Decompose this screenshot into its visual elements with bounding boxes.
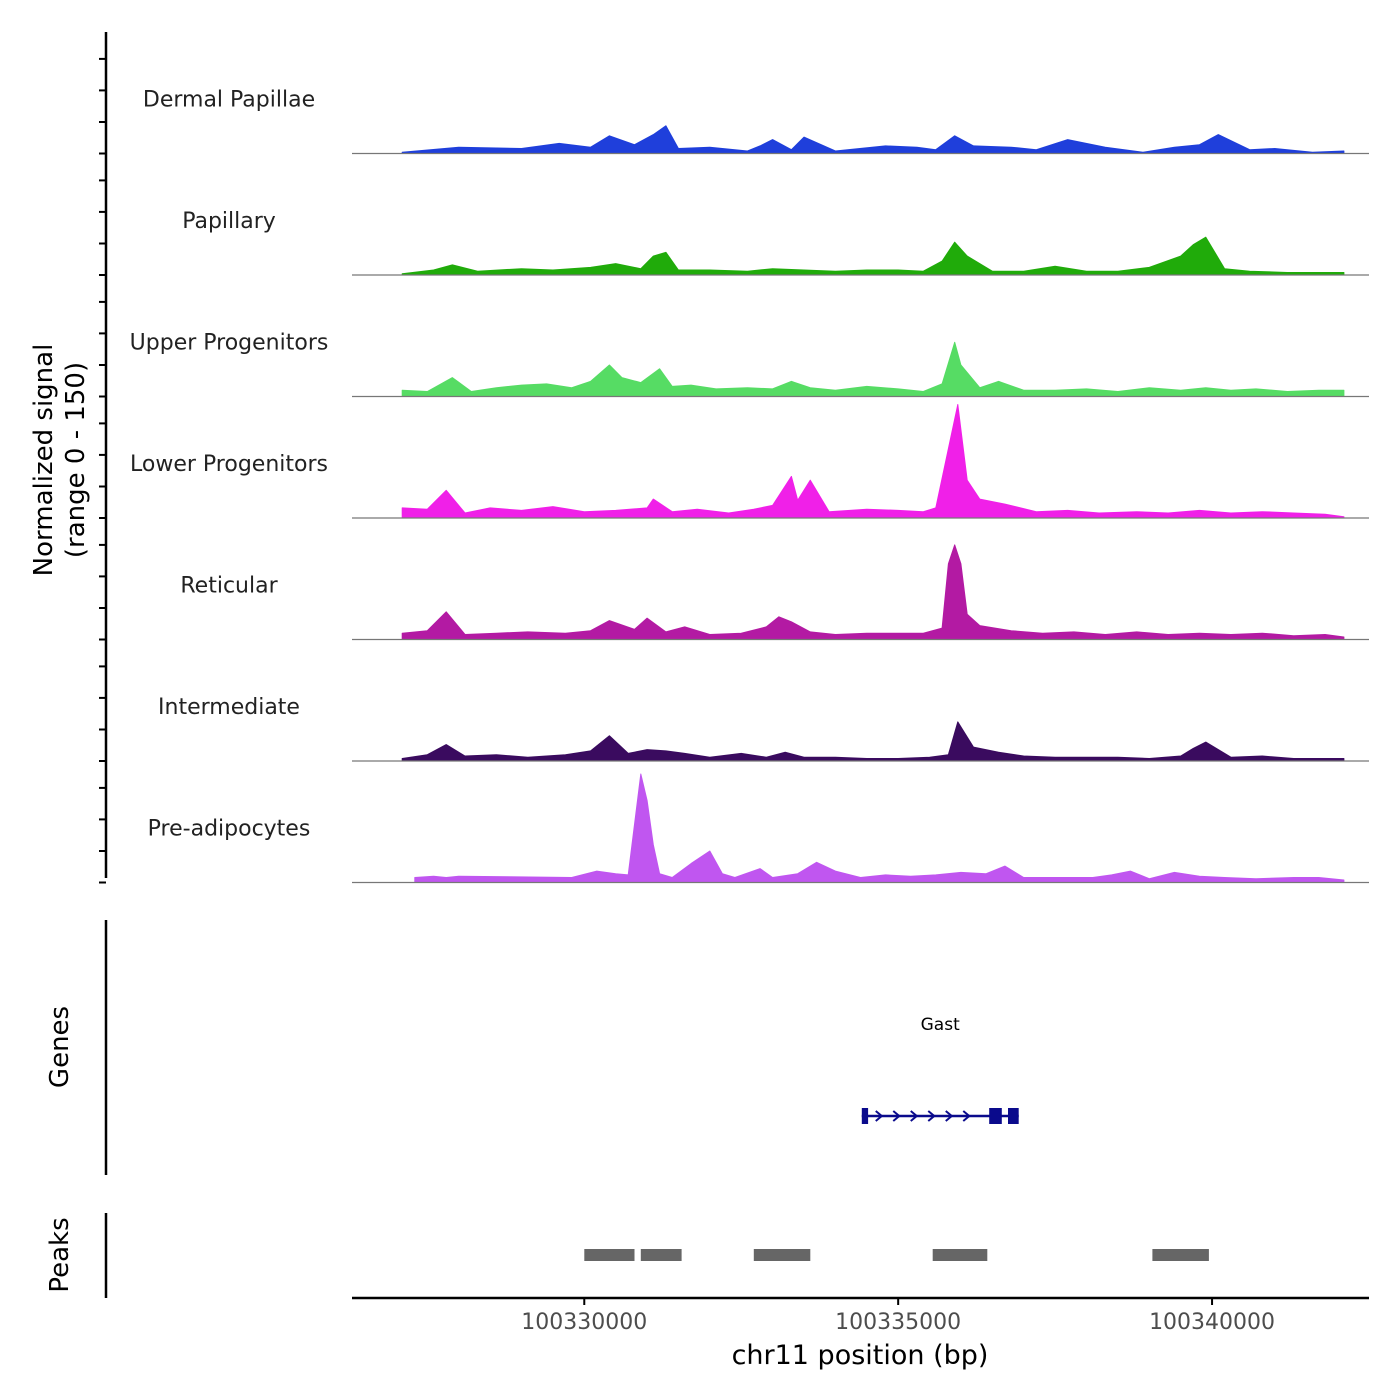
track-dermal-papillae: Dermal Papillae	[143, 88, 1369, 155]
peak-region	[640, 1249, 682, 1261]
strand-arrow	[945, 1110, 954, 1122]
genes-axis-title: Genes	[45, 1006, 75, 1088]
x-tick-label: 100340000	[1149, 1310, 1275, 1335]
x-tick-label: 100335000	[835, 1310, 961, 1335]
peaks-axis-title: Peaks	[45, 1217, 75, 1292]
track-label: Upper Progenitors	[130, 331, 329, 356]
peak-region	[1152, 1249, 1209, 1261]
peak-regions	[584, 1249, 1209, 1261]
signal-area	[401, 404, 1345, 519]
exon	[1008, 1108, 1019, 1124]
peak-region	[584, 1249, 635, 1261]
signal-area	[401, 236, 1345, 276]
strand-arrow	[962, 1110, 971, 1122]
strand-arrow	[910, 1110, 919, 1122]
signal-area	[401, 341, 1345, 397]
x-axis-ticks: 100330000 100335000 100340000	[521, 1298, 1275, 1335]
exon	[989, 1108, 1002, 1124]
peak-region	[753, 1249, 811, 1261]
track-pre-adipocytes: Pre-adipocytes	[148, 773, 1369, 884]
peak-region	[932, 1249, 988, 1261]
strand-arrow	[892, 1110, 901, 1122]
signal-area	[401, 125, 1345, 154]
coverage-y-ticks	[99, 57, 106, 884]
track-upper-progenitors: Upper Progenitors	[130, 331, 1369, 398]
gene-model	[861, 1108, 1019, 1124]
track-label: Lower Progenitors	[130, 452, 328, 477]
x-axis-title: chr11 position (bp)	[732, 1340, 989, 1371]
track-label: Pre-adipocytes	[148, 817, 311, 842]
coverage-y-axis-title: Normalized signal	[29, 344, 59, 577]
track-label: Reticular	[180, 574, 278, 599]
track-papillary: Papillary	[182, 209, 1369, 276]
track-lower-progenitors: Lower Progenitors	[130, 404, 1369, 519]
coverage-y-axis-range: (range 0 - 150)	[61, 362, 91, 558]
exon	[861, 1108, 869, 1124]
x-tick-label: 100330000	[521, 1310, 647, 1335]
gene-label: Gast	[921, 1015, 960, 1035]
genes-panel: Genes Gast	[45, 920, 1019, 1175]
signal-area	[401, 721, 1345, 762]
track-label: Dermal Papillae	[143, 88, 315, 113]
strand-arrow	[875, 1110, 884, 1122]
track-label: Intermediate	[158, 695, 300, 720]
signal-area	[414, 773, 1345, 883]
peaks-panel: Peaks 100330000 100335000 100340000 chr11 …	[45, 1213, 1369, 1371]
track-intermediate: Intermediate	[158, 695, 1369, 762]
track-label: Papillary	[182, 209, 276, 234]
coverage-panel: Normalized signal (range 0 - 150) Dermal…	[29, 32, 1369, 884]
track-reticular: Reticular	[180, 544, 1369, 641]
strand-arrow	[927, 1110, 936, 1122]
signal-area	[401, 544, 1345, 640]
coverage-tracks: Dermal Papillae Papillary Upper Progenitor…	[130, 88, 1369, 884]
